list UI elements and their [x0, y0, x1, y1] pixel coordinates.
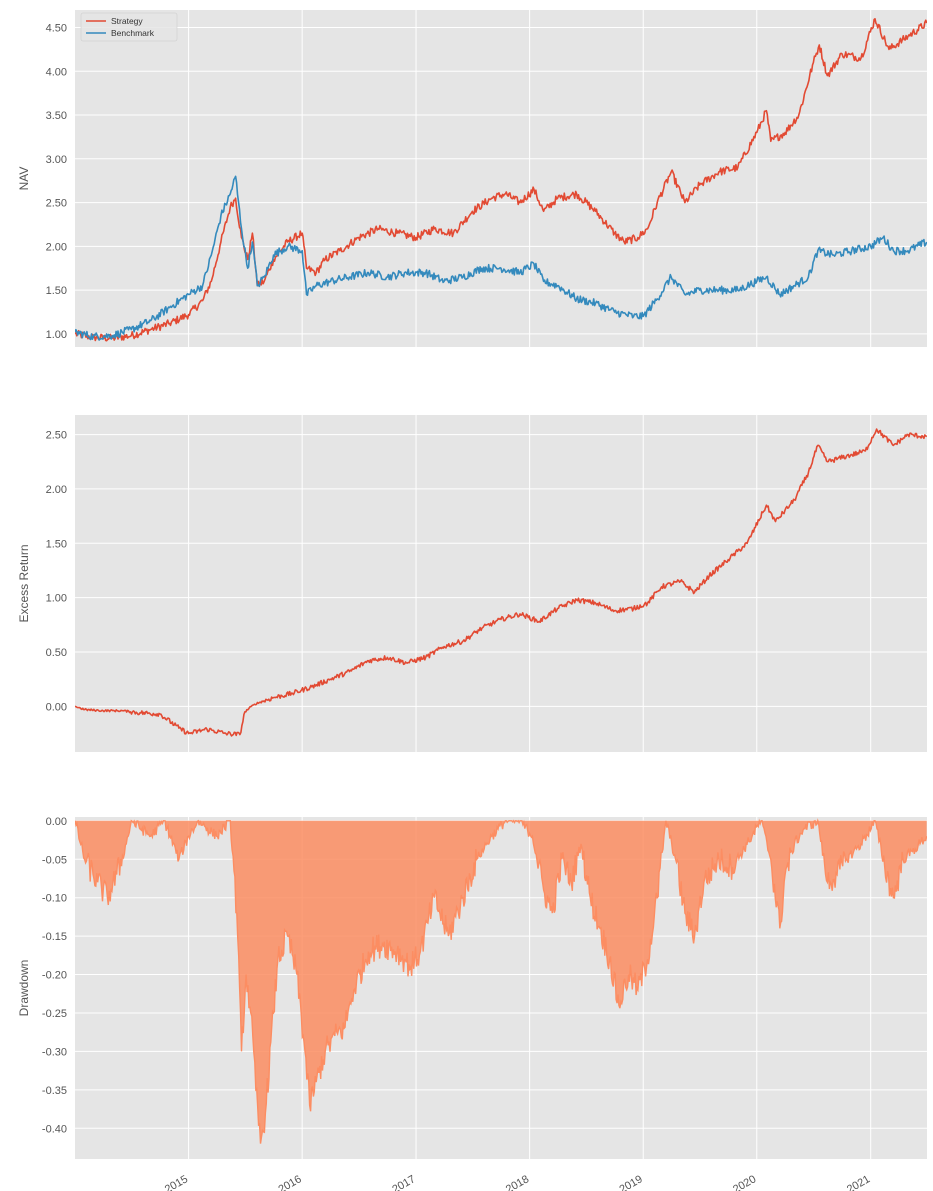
y-tick-label: 1.50 [46, 285, 67, 297]
series-group [75, 818, 927, 1144]
legend-label-strategy: Strategy [111, 16, 143, 26]
plot-background [75, 10, 927, 347]
x-tick-label: 2016 [276, 1173, 303, 1191]
plot-background [75, 415, 927, 752]
y-tick-label: 0.00 [46, 701, 67, 713]
excess-return-line [75, 428, 927, 737]
y-tick-label: 4.50 [46, 23, 67, 35]
x-tick-label: 2018 [504, 1173, 531, 1191]
x-tick-label: 2020 [731, 1173, 758, 1191]
nav-panel: 1.00 1.50 2.00 2.50 3.00 3.50 4.00 4.50 NAV Strat… [17, 10, 927, 347]
series-line-strategy [75, 18, 927, 342]
excess-return-panel: 0.00 0.50 1.00 1.50 2.00 2.50 Excess Return [17, 415, 927, 752]
series-line-benchmark [75, 175, 927, 341]
x-tick-label: 2015 [163, 1173, 190, 1191]
y-tick-label: -0.15 [42, 931, 67, 943]
legend-box [80, 12, 178, 42]
y-tick-label: 2.50 [46, 198, 67, 210]
y-tick-label: 4.00 [46, 66, 67, 78]
y-axis-label: Excess Return [17, 544, 31, 622]
y-tick-label: 2.00 [46, 241, 67, 253]
drawdown-panel: 0.00 -0.05 -0.10 -0.15 -0.20 -0.25 -0.30 -0.35 -… [17, 816, 927, 1191]
legend-label-benchmark: Benchmark [111, 28, 155, 38]
x-tick-label: 2019 [618, 1173, 645, 1191]
y-tick-label: 1.50 [46, 538, 67, 550]
y-tick-label: 2.00 [46, 484, 67, 496]
y-tick-label: 0.50 [46, 647, 67, 659]
series-group [75, 18, 927, 342]
y-tick-label: -0.35 [42, 1085, 67, 1097]
y-axis-label: Drawdown [17, 960, 31, 1017]
y-tick-label: -0.40 [42, 1123, 67, 1135]
y-tick-label: -0.10 [42, 893, 67, 905]
drawdown-line [75, 818, 927, 1144]
y-tick-label: -0.20 [42, 970, 67, 982]
series-group [75, 428, 927, 737]
y-tick-label: 0.00 [46, 816, 67, 828]
drawdown-area [75, 820, 927, 1144]
y-axis-label: NAV [17, 167, 31, 191]
x-tick-label: 2021 [845, 1173, 872, 1191]
plot-background [75, 817, 927, 1159]
y-tick-label: 3.00 [46, 154, 67, 166]
y-tick-label: -0.05 [42, 854, 67, 866]
legend: Strategy Benchmark [80, 12, 178, 42]
y-tick-label: 1.00 [46, 593, 67, 605]
y-tick-label: -0.30 [42, 1046, 67, 1058]
y-tick-label: 3.50 [46, 110, 67, 122]
x-tick-label: 2017 [390, 1173, 417, 1191]
y-tick-label: 2.50 [46, 430, 67, 442]
y-tick-label: 1.00 [46, 329, 67, 341]
y-tick-label: -0.25 [42, 1008, 67, 1020]
